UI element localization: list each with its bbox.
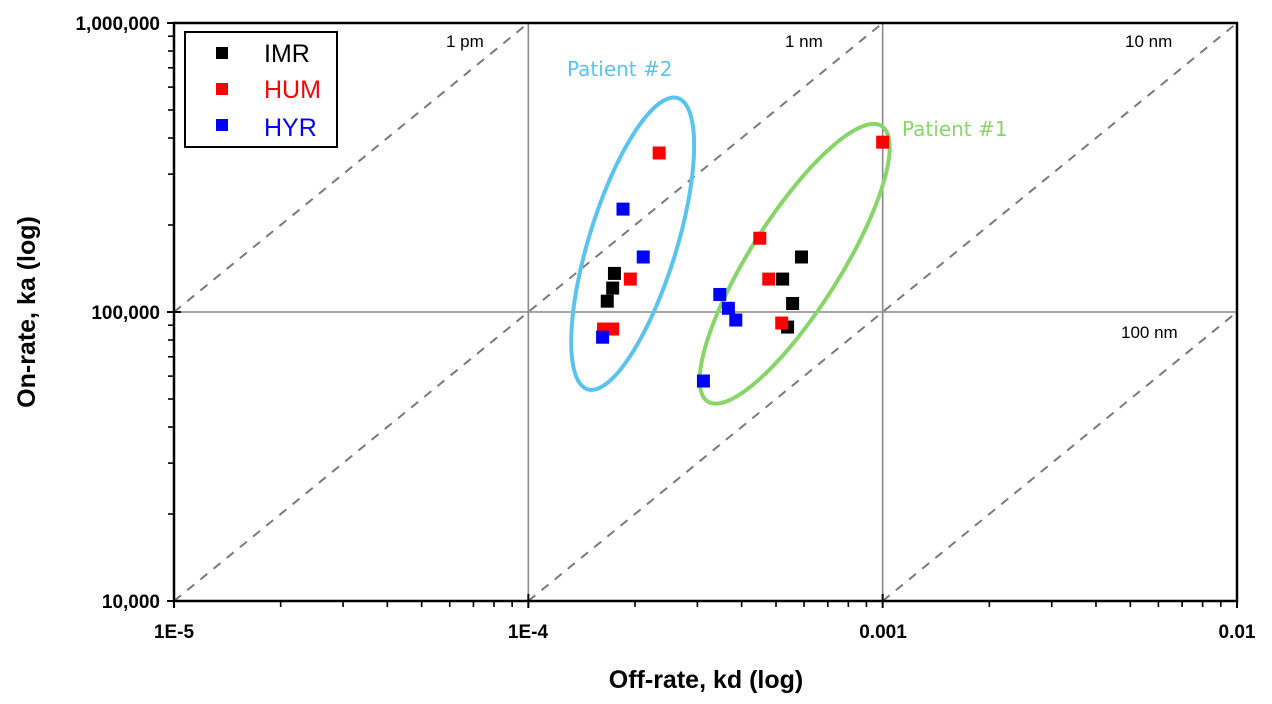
patient-2-label: Patient #2: [567, 57, 672, 81]
legend-marker-imr: [216, 47, 228, 59]
x-tick-label: 0.01: [1219, 622, 1256, 643]
data-point-hum: [652, 146, 666, 160]
data-point-imr: [606, 281, 620, 295]
data-point-hyr: [729, 313, 743, 327]
data-point-hyr: [596, 330, 610, 344]
data-points: [596, 135, 890, 388]
gridlines: [174, 23, 1237, 601]
legend-marker-hum: [216, 83, 228, 95]
y-axis-title: On-rate, ka (log): [13, 216, 41, 408]
iso-affinity-line: [173, 22, 529, 313]
y-tick-label: 100,000: [91, 303, 160, 324]
x-axis-title: Off-rate, kd (log): [609, 666, 803, 694]
patient-1-label: Patient #1: [902, 117, 1007, 141]
data-point-hyr: [616, 202, 630, 216]
patient-groups: [569, 95, 892, 406]
iso-line-label: 100 nm: [1121, 323, 1178, 342]
y-tick-label: 1,000,000: [75, 14, 160, 35]
iso-line-label: 10 nm: [1125, 32, 1172, 51]
legend-label-hum: HUM: [264, 76, 321, 104]
data-point-imr: [600, 294, 614, 308]
iso-line-label: 1 nm: [785, 32, 823, 51]
x-tick-label: 0.001: [859, 622, 907, 643]
data-point-imr: [794, 250, 808, 264]
axes: [167, 21, 1239, 608]
data-point-hyr: [721, 301, 735, 315]
x-tick-label: 1E-5: [154, 622, 195, 643]
data-point-hum: [606, 322, 620, 336]
legend-label-imr: IMR: [264, 40, 310, 68]
legend-marker-hyr: [216, 119, 228, 131]
patient-group-ellipse: [569, 95, 697, 392]
data-point-imr: [607, 266, 621, 280]
iso-line-label: 1 pm: [446, 32, 484, 51]
data-point-hum: [876, 135, 890, 149]
y-tick-label: 10,000: [102, 592, 160, 613]
data-point-hyr: [636, 250, 650, 264]
data-point-imr: [776, 272, 790, 286]
data-point-hum: [753, 231, 767, 245]
legend-box: [184, 31, 338, 148]
iso-affinity-lines: [173, 22, 1238, 602]
data-point-imr: [786, 297, 800, 311]
data-point-hyr: [713, 287, 727, 301]
data-point-hum: [775, 316, 789, 330]
iso-affinity-line: [882, 311, 1238, 602]
data-point-hum: [762, 272, 776, 286]
legend-label-hyr: HYR: [264, 114, 317, 142]
data-point-hyr: [696, 374, 710, 388]
legend: IMR HUM HYR: [184, 31, 338, 148]
data-point-hum: [623, 272, 637, 286]
x-tick-label: 1E-4: [508, 622, 549, 643]
